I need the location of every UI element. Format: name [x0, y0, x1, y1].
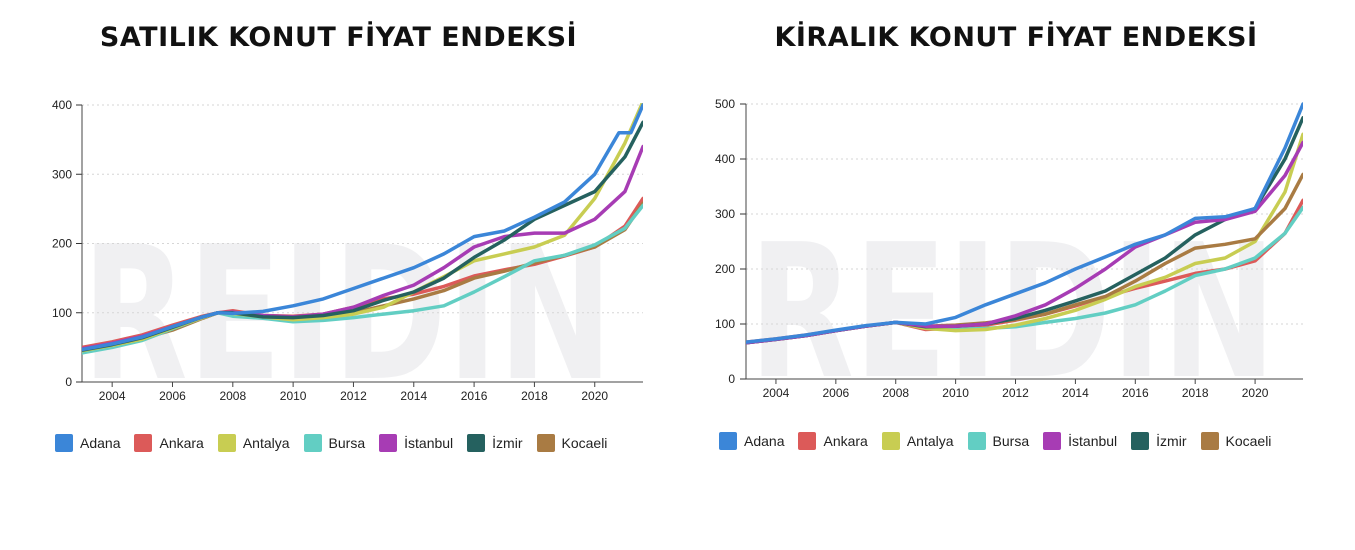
- x-tick-label: 2010: [280, 389, 307, 403]
- x-tick-label: 2006: [822, 386, 849, 400]
- legend-swatch: [217, 434, 236, 452]
- y-tick-label: 100: [715, 317, 735, 331]
- legend-item[interactable]: İzmir: [467, 434, 523, 452]
- y-tick-label: 200: [52, 237, 72, 251]
- y-tick-label: 400: [715, 152, 735, 166]
- legend-label: Antalya: [906, 433, 954, 449]
- x-tick-label: 2018: [521, 389, 548, 403]
- legend-item[interactable]: Ankara: [798, 432, 868, 450]
- x-tick-label: 2006: [159, 389, 186, 403]
- legend-swatch: [55, 434, 73, 452]
- rent-index-title: KİRALIK KONUT FİYAT ENDEKSİ: [774, 22, 1258, 53]
- legend-label: Adana: [744, 433, 785, 449]
- sales-index-title: SATILIK KONUT FİYAT ENDEKSİ: [99, 22, 578, 53]
- legend-item[interactable]: Adana: [55, 434, 120, 452]
- legend-swatch: [303, 434, 322, 452]
- x-tick-label: 2018: [1182, 386, 1209, 400]
- legend-label: Adana: [80, 435, 121, 451]
- x-tick-label: 2016: [461, 389, 488, 403]
- legend-label: Bursa: [328, 435, 366, 451]
- legend-item[interactable]: Adana: [719, 432, 784, 450]
- rent-index-panel: KİRALIK KONUT FİYAT ENDEKSİ REIDIN 0 100 20…: [677, 0, 1355, 550]
- legend-swatch: [1043, 432, 1062, 450]
- legend-label: İzmir: [492, 435, 523, 451]
- legend-item[interactable]: İzmir: [1131, 432, 1187, 450]
- sales-index-legend: Adana Ankara Antalya Bursa İstanbul İzmir Koca…: [55, 434, 621, 452]
- legend-swatch: [379, 434, 398, 452]
- legend-item[interactable]: Ankara: [134, 434, 204, 452]
- legend-label: Ankara: [823, 433, 868, 449]
- x-tick-label: 2012: [340, 389, 367, 403]
- legend-item[interactable]: Antalya: [217, 434, 290, 452]
- legend-label: Kocaeli: [1225, 433, 1272, 449]
- legend-swatch: [1131, 432, 1150, 450]
- legend-swatch: [719, 432, 737, 450]
- legend-item[interactable]: Antalya: [881, 432, 954, 450]
- rent-index-legend: Adana Ankara Antalya Bursa İstanbul İzmir Koca…: [719, 432, 1285, 450]
- y-tick-label: 300: [715, 207, 735, 221]
- x-tick-label: 2014: [400, 389, 427, 403]
- legend-swatch: [536, 434, 555, 452]
- legend-item[interactable]: Kocaeli: [536, 434, 608, 452]
- legend-swatch: [467, 434, 486, 452]
- legend-label: Kocaeli: [561, 435, 608, 451]
- legend-swatch: [881, 432, 900, 450]
- y-tick-label: 300: [52, 167, 72, 181]
- legend-swatch: [134, 434, 153, 452]
- x-tick-label: 2012: [1002, 386, 1029, 400]
- legend-item[interactable]: Bursa: [967, 432, 1030, 450]
- y-tick-label: 500: [715, 97, 735, 111]
- legend-label: İstanbul: [1068, 433, 1118, 449]
- legend-label: Bursa: [992, 433, 1030, 449]
- legend-item[interactable]: Bursa: [303, 434, 366, 452]
- x-tick-label: 2014: [1062, 386, 1089, 400]
- x-tick-label: 2008: [882, 386, 909, 400]
- x-tick-label: 2016: [1122, 386, 1149, 400]
- x-tick-label: 2020: [581, 389, 608, 403]
- legend-label: Ankara: [159, 435, 204, 451]
- x-tick-label: 2004: [99, 389, 126, 403]
- legend-item[interactable]: İstanbul: [379, 434, 453, 452]
- legend-swatch: [798, 432, 817, 450]
- series-line-adana: [82, 103, 643, 352]
- legend-label: İstanbul: [404, 435, 454, 451]
- x-tick-label: 2008: [219, 389, 246, 403]
- series-line-adana: [746, 102, 1303, 344]
- y-tick-label: 0: [65, 375, 72, 389]
- sales-index-panel: SATILIK KONUT FİYAT ENDEKSİ REIDIN 0 100 20…: [0, 0, 677, 550]
- legend-label: Antalya: [242, 435, 290, 451]
- x-tick-label: 2010: [942, 386, 969, 400]
- x-tick-label: 2020: [1242, 386, 1269, 400]
- y-tick-label: 100: [52, 306, 72, 320]
- legend-item[interactable]: İstanbul: [1043, 432, 1117, 450]
- legend-item[interactable]: Kocaeli: [1200, 432, 1272, 450]
- legend-label: İzmir: [1156, 433, 1187, 449]
- y-tick-label: 400: [52, 98, 72, 112]
- y-tick-label: 200: [715, 262, 735, 276]
- legend-swatch: [967, 432, 986, 450]
- y-tick-label: 0: [728, 372, 735, 386]
- x-tick-label: 2004: [763, 386, 790, 400]
- legend-swatch: [1200, 432, 1219, 450]
